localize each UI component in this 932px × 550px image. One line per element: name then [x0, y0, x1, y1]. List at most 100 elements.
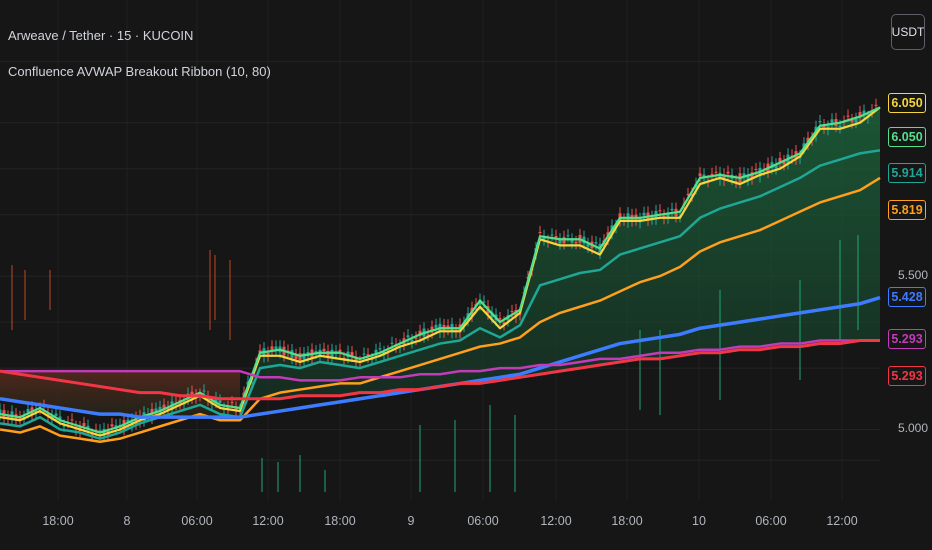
candle-body — [722, 174, 726, 181]
candle-body — [202, 390, 206, 392]
y-tick-label: 5.500 — [898, 268, 929, 283]
candle-body — [778, 157, 782, 164]
candle-body — [802, 143, 806, 148]
candle-body — [426, 334, 430, 336]
candle-body — [354, 356, 358, 362]
x-tick-label: 06:00 — [755, 514, 787, 528]
volume-spikes — [11, 235, 859, 492]
candle-body — [338, 349, 342, 352]
candle-body — [314, 351, 318, 353]
candle-body — [690, 193, 694, 196]
candle-body — [846, 115, 850, 117]
avwap-line — [0, 339, 880, 382]
candle-body — [838, 125, 842, 128]
candle-body — [642, 212, 646, 216]
candle-body — [234, 407, 238, 411]
candle-body — [830, 119, 834, 123]
x-tick-label: 12:00 — [540, 514, 572, 528]
x-tick-label: 12:00 — [826, 514, 858, 528]
price-tag: 5.293 — [888, 329, 926, 349]
candle-body — [58, 416, 62, 420]
candle-body — [270, 346, 274, 351]
candle-body — [110, 424, 114, 427]
candle-body — [370, 359, 374, 361]
candle-body — [550, 234, 554, 236]
candle-body — [378, 348, 382, 350]
candle-body — [698, 173, 702, 177]
candle-body — [126, 419, 130, 423]
candle-body — [850, 119, 854, 123]
indicator-label[interactable]: Confluence AVWAP Breakout Ribbon (10, 80… — [8, 64, 271, 79]
candle-body — [274, 346, 278, 351]
price-tag: 5.293 — [888, 366, 926, 386]
candle-body — [322, 348, 326, 352]
avwap-line — [0, 338, 880, 401]
candle-body — [734, 181, 738, 183]
candle-body — [430, 326, 434, 333]
x-tick-label: 18:00 — [611, 514, 643, 528]
x-tick-label: 12:00 — [252, 514, 284, 528]
candle-body — [390, 342, 394, 344]
candle-body — [6, 416, 10, 418]
candle-body — [726, 171, 730, 174]
candle-body — [650, 216, 654, 219]
candle-body — [326, 350, 330, 358]
candle-body — [98, 430, 102, 432]
candle-body — [62, 425, 66, 427]
price-tag: 6.050 — [888, 93, 926, 113]
candle-body — [362, 353, 366, 355]
candle-body — [874, 104, 878, 106]
x-tick-label: 9 — [407, 514, 415, 528]
candle-body — [482, 301, 486, 303]
candle-body — [714, 171, 718, 173]
candle-body — [434, 324, 438, 328]
candle-body — [502, 322, 506, 325]
candle-body — [374, 349, 378, 356]
candle-body — [70, 419, 74, 421]
candle-body — [858, 112, 862, 117]
candle-body — [54, 413, 58, 416]
candle-body — [822, 125, 826, 128]
candle-body — [410, 340, 414, 343]
chart-title: Arweave / Tether · 15 · KUCOIN — [8, 28, 194, 43]
avwap-lines — [0, 106, 881, 443]
price-tag: 5.914 — [888, 163, 926, 183]
candle-body — [594, 242, 598, 244]
candle-body — [350, 352, 354, 356]
candle-body — [574, 242, 578, 244]
x-tick-label: 06:00 — [181, 514, 213, 528]
candle-body — [686, 193, 690, 195]
candle-body — [226, 407, 230, 409]
candle-body — [782, 161, 786, 165]
candle-body — [774, 164, 778, 169]
candle-body — [670, 208, 674, 211]
candle-body — [294, 354, 298, 360]
candle-body — [2, 410, 6, 418]
avwap-line — [0, 176, 881, 443]
candle-body — [570, 239, 574, 243]
candle-body — [266, 352, 270, 356]
candle-body — [230, 402, 234, 404]
price-tag: 5.428 — [888, 287, 926, 307]
candle-body — [130, 419, 134, 426]
candle-body — [258, 350, 262, 353]
candle-body — [158, 406, 162, 413]
x-tick-label: 18:00 — [324, 514, 356, 528]
candle-body — [862, 110, 866, 115]
x-tick-label: 10 — [692, 514, 706, 528]
candle-body — [134, 417, 138, 424]
candle-body — [498, 318, 502, 320]
candle-body — [218, 400, 222, 403]
candle-body — [558, 239, 562, 244]
candle-body — [0, 409, 2, 415]
price-tag: 5.819 — [888, 200, 926, 220]
candle-body — [86, 425, 90, 430]
y-tick-label: 5.000 — [898, 421, 929, 436]
candle-body — [26, 409, 30, 413]
avwap-line — [0, 149, 881, 440]
candle-body — [658, 210, 662, 212]
candle-body — [754, 169, 758, 171]
currency-button[interactable]: USDT — [891, 14, 925, 50]
candle-body — [18, 416, 22, 421]
